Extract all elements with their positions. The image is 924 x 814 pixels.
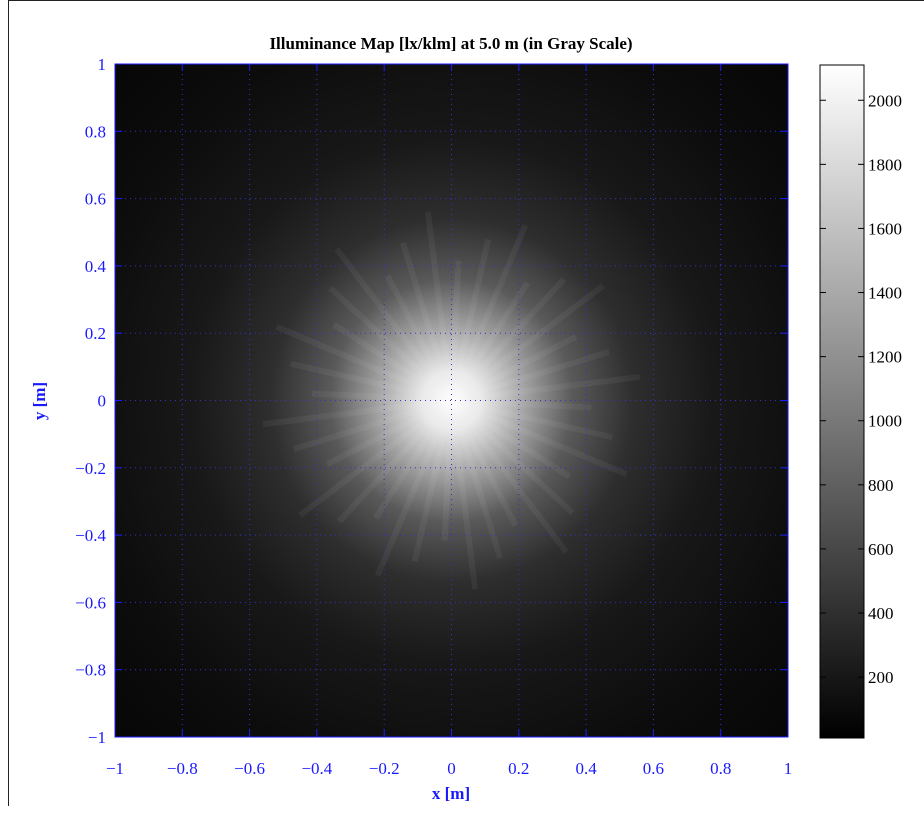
heatmap-ray <box>275 323 453 404</box>
y-tick-label: −0.6 <box>75 593 106 612</box>
y-tick-label: 0.2 <box>85 324 106 343</box>
x-tick-label: 0.2 <box>508 759 529 778</box>
x-tick-label: 0.8 <box>710 759 731 778</box>
y-tick-label: 0.8 <box>85 122 106 141</box>
heatmap-ray <box>450 397 628 478</box>
heatmap-ray <box>448 281 530 403</box>
grid-lines <box>115 64 788 737</box>
heatmap-ray <box>373 398 455 520</box>
y-tick-label: −0.4 <box>75 526 106 545</box>
heatmap-ray <box>374 399 455 577</box>
x-tick-label: −0.4 <box>301 759 332 778</box>
y-tick-label: 0 <box>98 392 107 411</box>
heatmap-ray <box>325 397 453 468</box>
colorbar-tick-label: 1800 <box>868 155 902 174</box>
y-tick-labels: 1 0.8 0.6 0.4 0.2 0 −0.2 −0.4 −0.6 −0.8 −1 <box>75 55 106 747</box>
figure-frame <box>8 0 924 806</box>
heatmap-ray <box>384 274 455 402</box>
colorbar <box>819 64 865 739</box>
heatmap-ray <box>448 400 479 590</box>
x-tick-label: −0.6 <box>234 759 265 778</box>
heatmap-ray <box>332 322 454 404</box>
x-tick-label: −0.8 <box>167 759 198 778</box>
heatmap-ray <box>449 398 575 515</box>
colorbar-tick-label: 600 <box>868 540 894 559</box>
heatmap-ray <box>448 224 529 402</box>
y-tick-label: −1 <box>88 728 106 747</box>
heatmap-ray <box>400 241 455 402</box>
x-tick-label: 0.6 <box>643 759 664 778</box>
colorbar-ticks: 2000 1800 1600 1400 1200 1000 800 600 400 200 <box>820 91 902 687</box>
colorbar-tick-label: 2000 <box>868 91 902 110</box>
axis-tick-marks <box>114 63 789 738</box>
x-tick-label: −1 <box>106 759 124 778</box>
heatmap-ray <box>449 283 605 403</box>
heatmap-ray <box>448 238 492 402</box>
heatmap-ray <box>449 397 571 479</box>
heatmap-ray <box>450 349 611 404</box>
x-tick-label: 1 <box>784 759 793 778</box>
heatmap-ray <box>448 399 519 527</box>
x-axis-label: x [m] <box>432 784 470 803</box>
y-tick-label: −0.2 <box>75 459 106 478</box>
heatmap-ray <box>262 397 452 428</box>
colorbar-tick-label: 1000 <box>868 412 902 431</box>
heatmap-ray <box>334 247 454 403</box>
heatmap-ray <box>289 360 453 404</box>
heatmap-ray <box>328 286 454 403</box>
heatmap-ray <box>448 260 462 401</box>
heatmap-ray <box>424 211 455 401</box>
y-tick-label: 1 <box>98 55 107 74</box>
y-tick-label: 0.6 <box>85 190 106 209</box>
heatmap-ray <box>441 400 455 541</box>
heatmap-ray <box>411 399 455 563</box>
heatmap-ray <box>448 399 503 560</box>
x-tick-label: 0 <box>447 759 456 778</box>
colorbar-tick-label: 800 <box>868 476 894 495</box>
heatmap-ray <box>451 397 592 411</box>
y-tick-label: −0.8 <box>75 661 106 680</box>
chart-title: Illuminance Map [lx/klm] at 5.0 m (in Gr… <box>269 34 632 53</box>
heatmap-ray <box>311 390 452 404</box>
heatmap-ray <box>449 398 569 554</box>
heatmap-ray <box>298 398 454 518</box>
colorbar-tick-label: 1600 <box>868 219 902 238</box>
y-tick-label: 0.4 <box>85 257 107 276</box>
heatmap-ray <box>337 398 454 524</box>
heatmap-ray-pattern <box>262 211 641 590</box>
heatmap-ray <box>449 277 566 403</box>
x-tick-label: 0.4 <box>575 759 597 778</box>
heatmap-ray <box>451 373 641 404</box>
heatmap-ray <box>450 333 578 404</box>
x-tick-label: −0.2 <box>369 759 400 778</box>
colorbar-tick-label: 200 <box>868 668 894 687</box>
heatmap-ray <box>450 397 614 441</box>
colorbar-tick-label: 1400 <box>868 284 902 303</box>
colorbar-tick-label: 1200 <box>868 348 902 367</box>
x-tick-labels: −1 −0.8 −0.6 −0.4 −0.2 0 0.2 0.4 0.6 0.8 1 <box>106 759 792 778</box>
heatmap-ray <box>292 397 453 452</box>
colorbar-tick-label: 400 <box>868 604 894 623</box>
y-axis-label: y [m] <box>30 382 49 420</box>
